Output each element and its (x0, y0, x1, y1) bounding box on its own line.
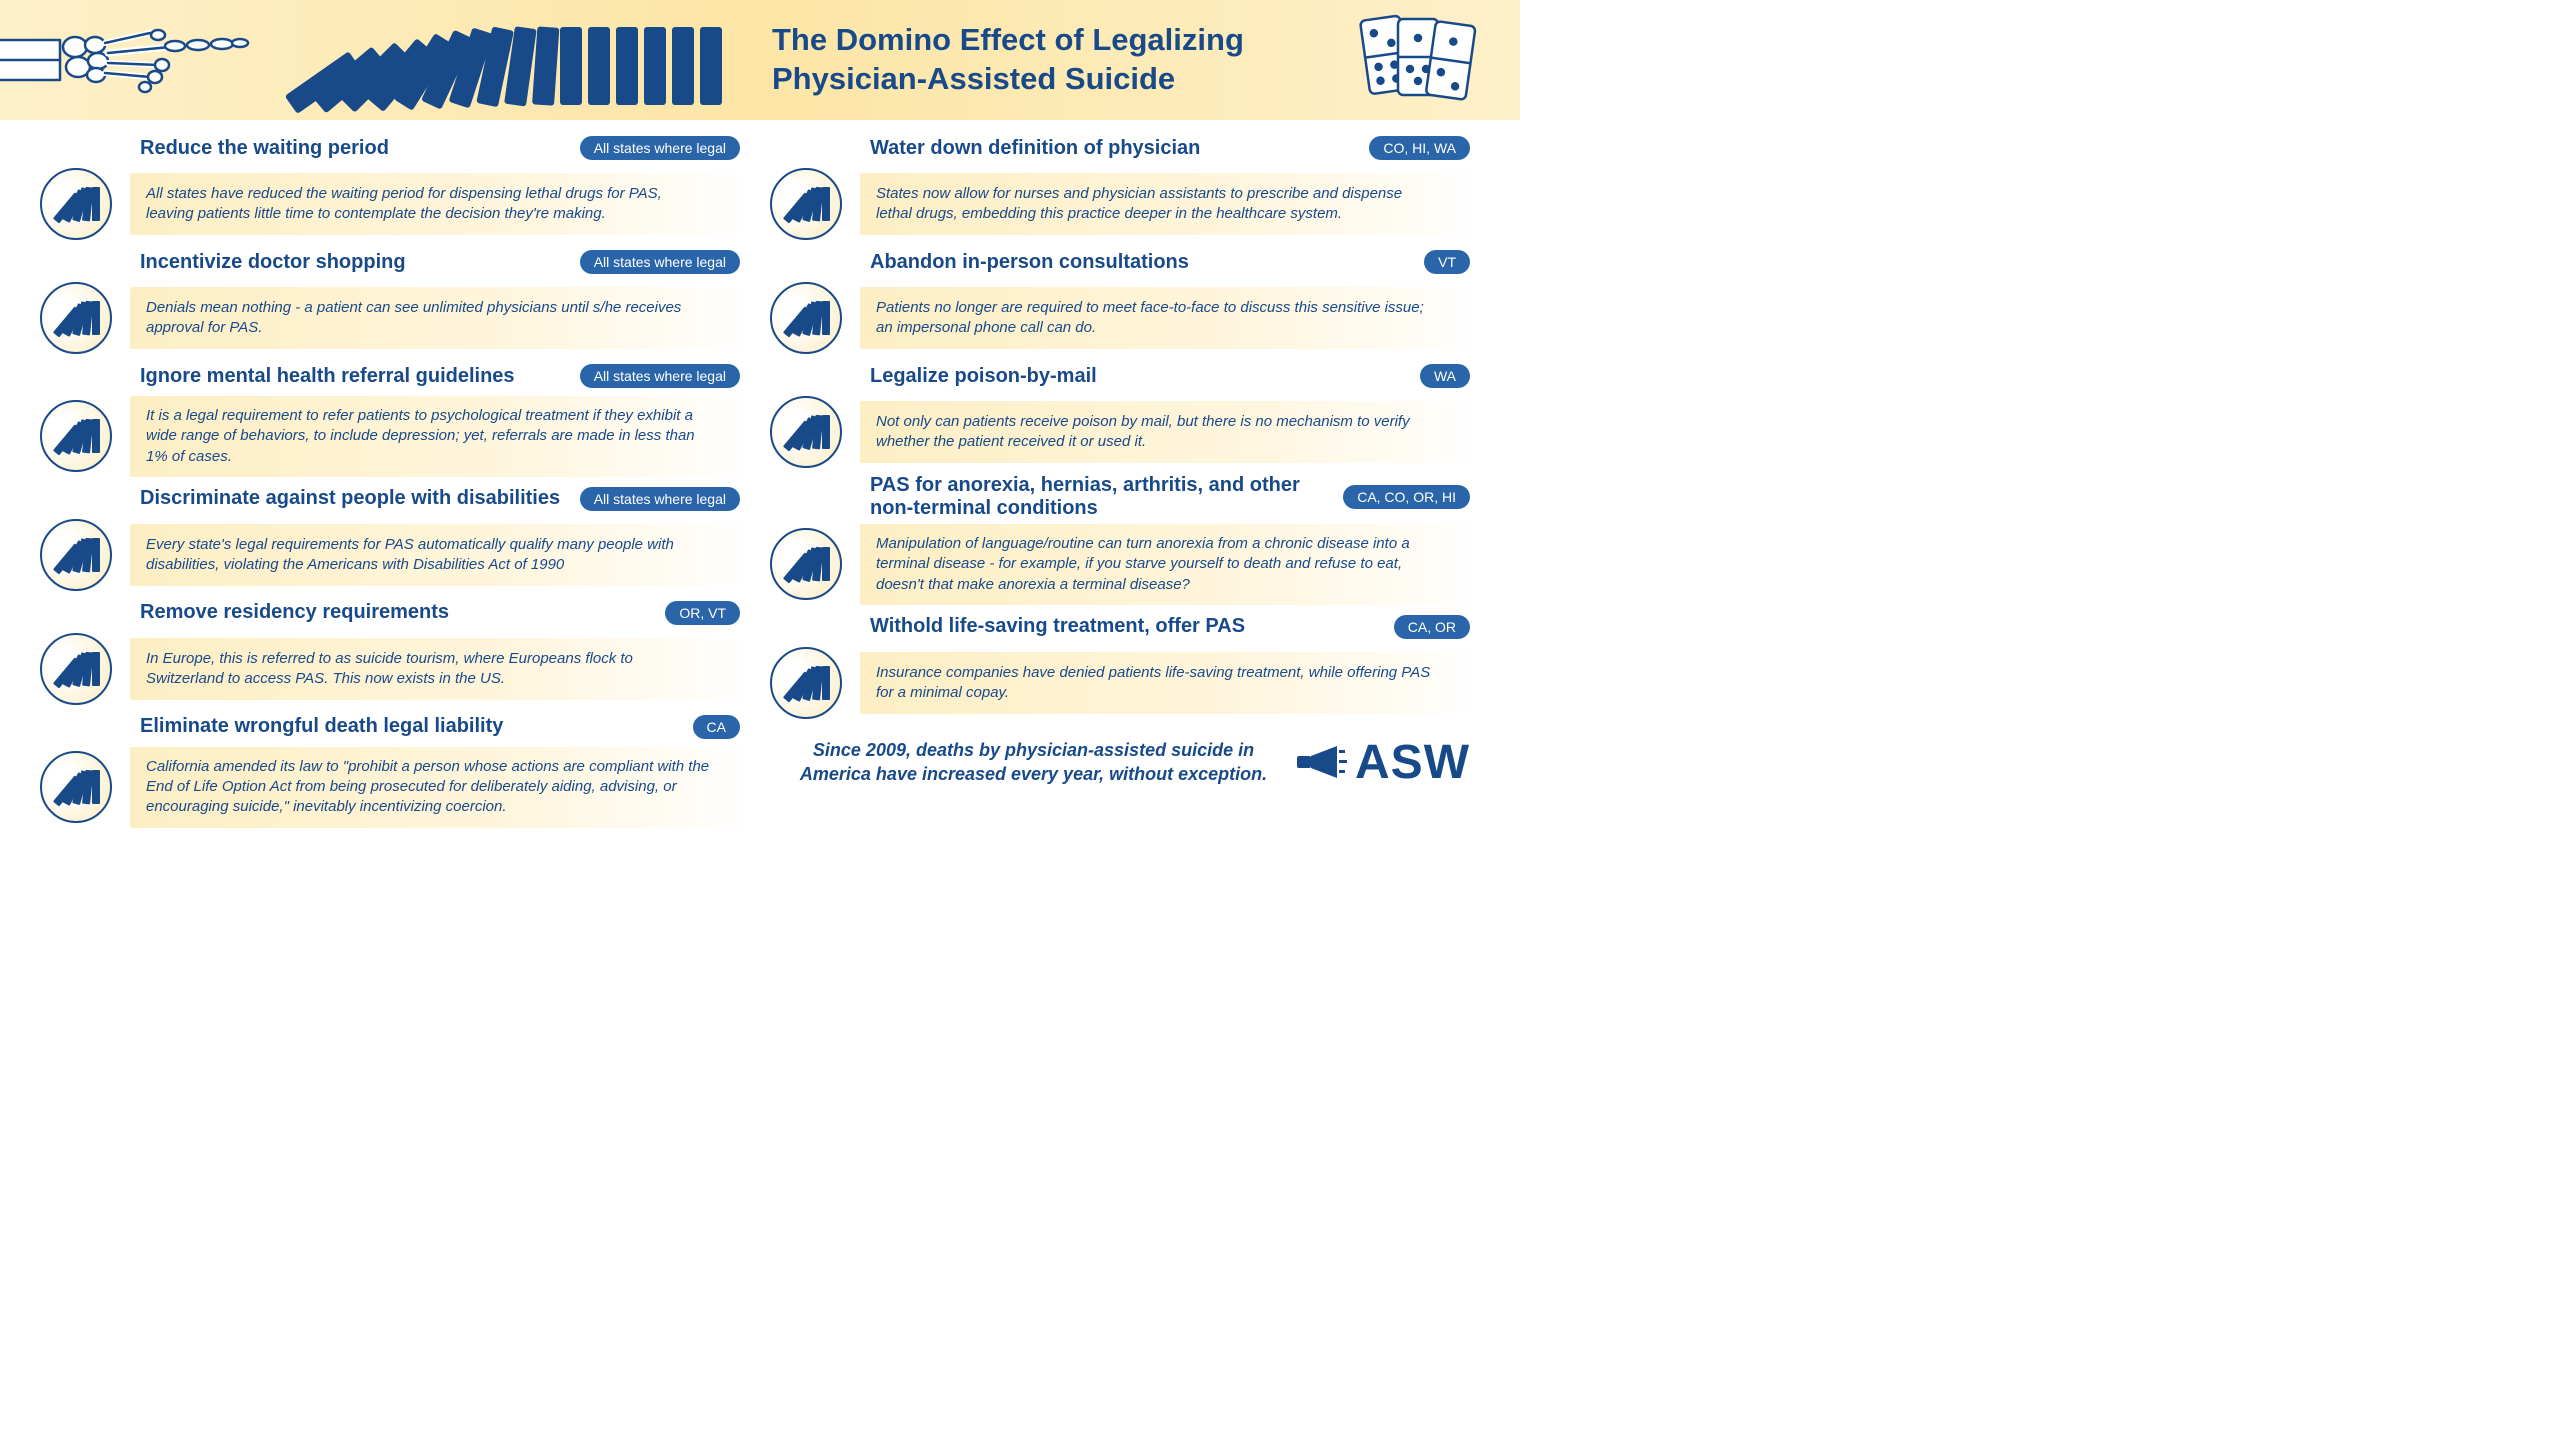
domino-icon (770, 396, 842, 468)
item-title: Withold life-saving treatment, offer PAS (870, 615, 1245, 638)
item-title: Discriminate against people with disabil… (140, 487, 560, 510)
domino-icon (40, 519, 112, 591)
logo-text: ASW (1355, 735, 1470, 790)
state-badge: All states where legal (580, 250, 740, 274)
content-grid: Reduce the waiting period All states wher… (0, 120, 1520, 855)
list-item: Legalize poison-by-mail WA Not only can pa… (770, 360, 1480, 468)
item-title: Water down definition of physician (870, 137, 1200, 160)
domino-icon (40, 633, 112, 705)
state-badge: CO, HI, WA (1369, 136, 1470, 160)
state-badge: All states where legal (580, 487, 740, 511)
item-description: In Europe, this is referred to as suicid… (130, 638, 750, 700)
state-badge: CA, CO, OR, HI (1343, 485, 1470, 509)
state-badge: WA (1420, 364, 1470, 388)
list-item: Remove residency requirements OR, VT In Eu… (40, 597, 750, 705)
item-title: Incentivize doctor shopping (140, 251, 406, 274)
domino-icon (40, 400, 112, 472)
list-item: Reduce the waiting period All states wher… (40, 132, 750, 240)
item-description: Insurance companies have denied patients… (860, 652, 1480, 714)
domino-icon (770, 647, 842, 719)
list-item: Withold life-saving treatment, offer PAS… (770, 611, 1480, 719)
item-title: Remove residency requirements (140, 601, 449, 624)
item-description: All states have reduced the waiting peri… (130, 173, 750, 235)
megaphone-icon (1297, 742, 1347, 782)
state-badge: All states where legal (580, 364, 740, 388)
item-description: Denials mean nothing - a patient can see… (130, 287, 750, 349)
domino-tiles-icon (1340, 13, 1490, 108)
skeleton-hand-icon (0, 0, 250, 120)
domino-icon (770, 168, 842, 240)
item-title: Abandon in-person consultations (870, 251, 1189, 274)
state-badge: OR, VT (665, 601, 740, 625)
list-item: Ignore mental health referral guidelines… (40, 360, 750, 477)
item-description: Patients no longer are required to meet … (860, 287, 1480, 349)
item-title: Ignore mental health referral guidelines (140, 365, 515, 388)
list-item: Water down definition of physician CO, HI… (770, 132, 1480, 240)
domino-icon (40, 168, 112, 240)
footer-statistic: Since 2009, deaths by physician-assisted… (790, 738, 1277, 787)
domino-icon (40, 282, 112, 354)
infographic-page: The Domino Effect of Legalizing Physicia… (0, 0, 1520, 855)
item-description: It is a legal requirement to refer patie… (130, 396, 750, 477)
domino-icon (40, 751, 112, 823)
item-description: Not only can patients receive poison by … (860, 401, 1480, 463)
header-banner: The Domino Effect of Legalizing Physicia… (0, 0, 1520, 120)
list-item: PAS for anorexia, hernias, arthritis, an… (770, 474, 1480, 605)
page-title: The Domino Effect of Legalizing Physicia… (752, 21, 1310, 99)
item-description: California amended its law to "prohibit … (130, 747, 750, 828)
state-badge: All states where legal (580, 136, 740, 160)
list-item: Incentivize doctor shopping All states wh… (40, 246, 750, 354)
item-description: Manipulation of language/routine can tur… (860, 524, 1480, 605)
item-title: PAS for anorexia, hernias, arthritis, an… (870, 474, 1343, 520)
falling-dominos-icon (280, 15, 722, 105)
item-title: Legalize poison-by-mail (870, 365, 1097, 388)
item-title: Eliminate wrongful death legal liability (140, 715, 503, 738)
list-item: Eliminate wrongful death legal liability… (40, 711, 750, 828)
item-description: Every state's legal requirements for PAS… (130, 524, 750, 586)
right-column: Water down definition of physician CO, HI… (770, 132, 1480, 845)
state-badge: CA (693, 715, 740, 739)
domino-icon (770, 528, 842, 600)
item-title: Reduce the waiting period (140, 137, 389, 160)
list-item: Abandon in-person consultations VT Patient… (770, 246, 1480, 354)
item-description: States now allow for nurses and physicia… (860, 173, 1480, 235)
domino-icon (770, 282, 842, 354)
left-column: Reduce the waiting period All states wher… (40, 132, 750, 845)
state-badge: CA, OR (1394, 615, 1470, 639)
asw-logo: ASW (1297, 735, 1470, 790)
list-item: Discriminate against people with disabil… (40, 483, 750, 591)
footer: Since 2009, deaths by physician-assisted… (770, 725, 1480, 790)
state-badge: VT (1424, 250, 1470, 274)
